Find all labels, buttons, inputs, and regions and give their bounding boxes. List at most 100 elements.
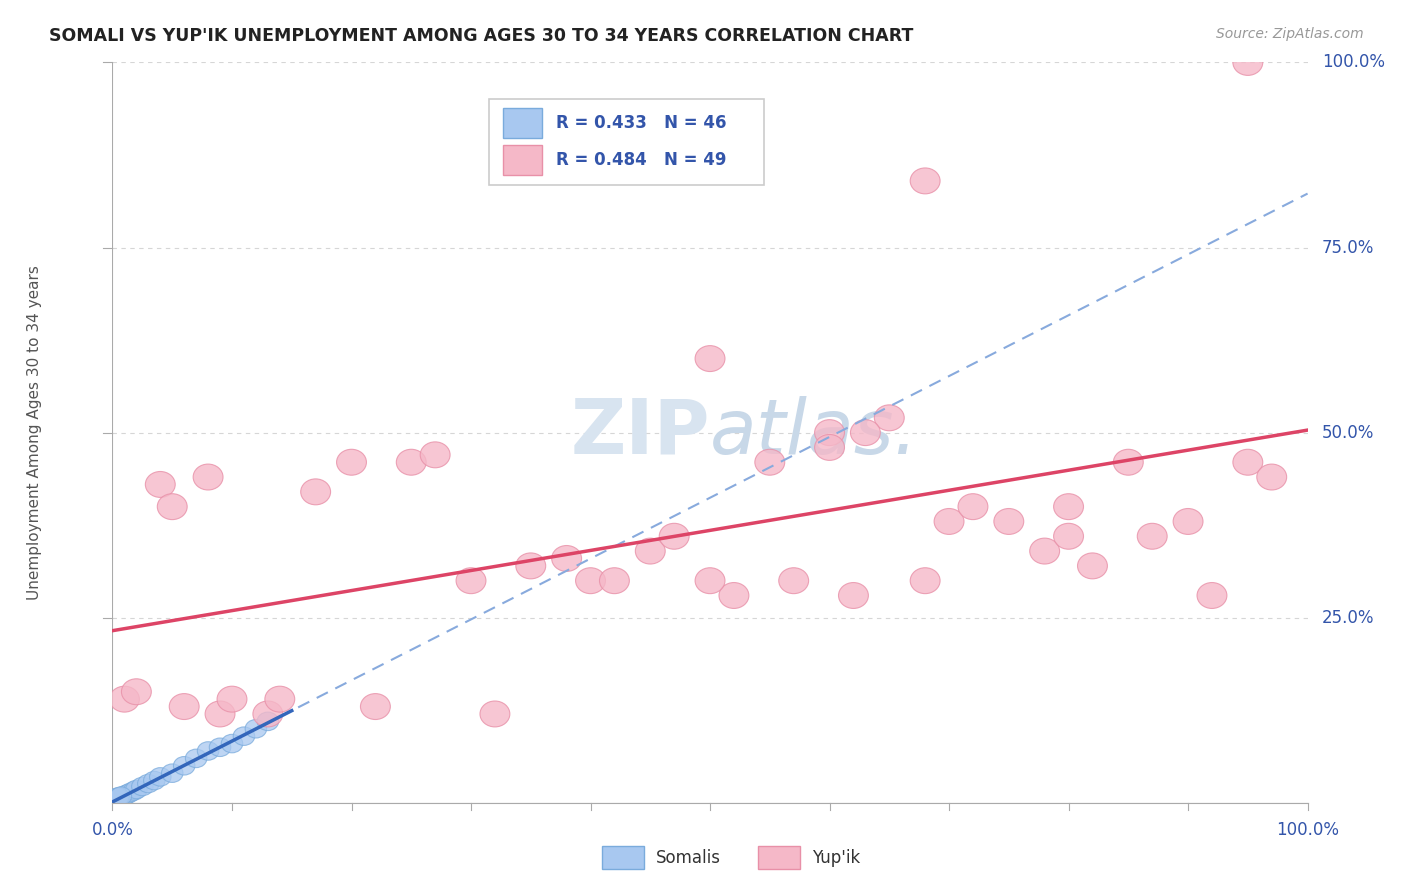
- Ellipse shape: [1173, 508, 1204, 534]
- Ellipse shape: [695, 567, 725, 594]
- Text: SOMALI VS YUP'IK UNEMPLOYMENT AMONG AGES 30 TO 34 YEARS CORRELATION CHART: SOMALI VS YUP'IK UNEMPLOYMENT AMONG AGES…: [49, 27, 914, 45]
- Ellipse shape: [138, 774, 159, 793]
- Ellipse shape: [120, 783, 141, 802]
- Ellipse shape: [253, 701, 283, 727]
- Ellipse shape: [221, 734, 243, 753]
- Ellipse shape: [1077, 553, 1108, 579]
- Ellipse shape: [420, 442, 450, 467]
- Text: R = 0.433   N = 46: R = 0.433 N = 46: [555, 114, 727, 132]
- Ellipse shape: [396, 450, 426, 475]
- Ellipse shape: [814, 434, 845, 460]
- Ellipse shape: [197, 742, 219, 760]
- Ellipse shape: [934, 508, 965, 534]
- Ellipse shape: [157, 493, 187, 520]
- Text: 0.0%: 0.0%: [91, 822, 134, 839]
- Ellipse shape: [1257, 464, 1286, 490]
- Text: 50.0%: 50.0%: [1322, 424, 1374, 442]
- Bar: [503, 145, 541, 175]
- Ellipse shape: [245, 720, 267, 738]
- Ellipse shape: [336, 450, 367, 475]
- Ellipse shape: [101, 794, 124, 812]
- Ellipse shape: [110, 789, 132, 808]
- Ellipse shape: [104, 789, 125, 808]
- Ellipse shape: [104, 794, 125, 812]
- Ellipse shape: [233, 727, 254, 746]
- Ellipse shape: [1053, 524, 1084, 549]
- Ellipse shape: [132, 777, 153, 796]
- Text: Unemployment Among Ages 30 to 34 years: Unemployment Among Ages 30 to 34 years: [27, 265, 42, 600]
- Text: 100.0%: 100.0%: [1277, 822, 1339, 839]
- Ellipse shape: [105, 791, 127, 810]
- Ellipse shape: [695, 345, 725, 372]
- Ellipse shape: [1053, 493, 1084, 520]
- Ellipse shape: [910, 567, 941, 594]
- Ellipse shape: [718, 582, 749, 608]
- Ellipse shape: [456, 567, 486, 594]
- Ellipse shape: [108, 788, 129, 806]
- Ellipse shape: [104, 792, 125, 811]
- Ellipse shape: [186, 749, 207, 768]
- Ellipse shape: [205, 701, 235, 727]
- Ellipse shape: [124, 781, 145, 800]
- Ellipse shape: [103, 793, 125, 812]
- Ellipse shape: [838, 582, 869, 608]
- Ellipse shape: [1114, 450, 1143, 475]
- Bar: [503, 108, 541, 138]
- Ellipse shape: [162, 764, 183, 782]
- Ellipse shape: [108, 790, 131, 809]
- Ellipse shape: [257, 712, 278, 731]
- Ellipse shape: [851, 419, 880, 446]
- Ellipse shape: [112, 788, 134, 806]
- Ellipse shape: [108, 789, 131, 807]
- Ellipse shape: [779, 567, 808, 594]
- Text: ZIP: ZIP: [571, 396, 710, 469]
- Ellipse shape: [149, 768, 172, 786]
- Ellipse shape: [101, 793, 124, 812]
- Text: 75.0%: 75.0%: [1322, 238, 1374, 257]
- Ellipse shape: [121, 679, 152, 705]
- Ellipse shape: [360, 694, 391, 720]
- Text: R = 0.484   N = 49: R = 0.484 N = 49: [555, 151, 727, 169]
- Ellipse shape: [814, 419, 845, 446]
- Ellipse shape: [108, 789, 129, 807]
- Bar: [489, 99, 763, 185]
- Text: 25.0%: 25.0%: [1322, 608, 1375, 627]
- Ellipse shape: [111, 789, 132, 807]
- Ellipse shape: [103, 794, 125, 812]
- Ellipse shape: [755, 450, 785, 475]
- Ellipse shape: [957, 493, 988, 520]
- Ellipse shape: [104, 790, 125, 809]
- Ellipse shape: [110, 686, 139, 712]
- Ellipse shape: [636, 538, 665, 564]
- Ellipse shape: [1197, 582, 1227, 608]
- Ellipse shape: [114, 787, 135, 805]
- Ellipse shape: [1137, 524, 1167, 549]
- Ellipse shape: [264, 686, 295, 712]
- Ellipse shape: [115, 785, 136, 804]
- Ellipse shape: [107, 792, 128, 811]
- Ellipse shape: [169, 694, 200, 720]
- Ellipse shape: [599, 567, 630, 594]
- Ellipse shape: [107, 789, 128, 807]
- Ellipse shape: [193, 464, 224, 490]
- Ellipse shape: [209, 738, 231, 756]
- Ellipse shape: [1233, 450, 1263, 475]
- Ellipse shape: [217, 686, 247, 712]
- Ellipse shape: [551, 546, 582, 572]
- Ellipse shape: [105, 793, 127, 812]
- Ellipse shape: [575, 567, 606, 594]
- Ellipse shape: [479, 701, 510, 727]
- Ellipse shape: [301, 479, 330, 505]
- Ellipse shape: [125, 780, 148, 798]
- Bar: [758, 846, 800, 870]
- Text: 100.0%: 100.0%: [1322, 54, 1385, 71]
- Ellipse shape: [110, 787, 132, 805]
- Ellipse shape: [659, 524, 689, 549]
- Ellipse shape: [101, 791, 124, 810]
- Text: atlas.: atlas.: [710, 396, 918, 469]
- Ellipse shape: [105, 789, 127, 807]
- Bar: [603, 846, 644, 870]
- Ellipse shape: [103, 790, 125, 809]
- Ellipse shape: [143, 772, 165, 789]
- Ellipse shape: [875, 405, 904, 431]
